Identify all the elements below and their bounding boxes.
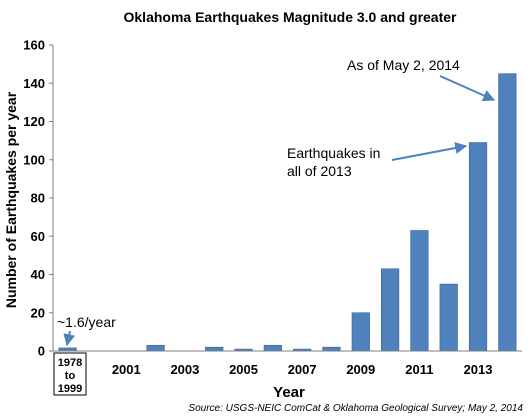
y-tick-label: 20 — [31, 305, 45, 320]
bar-2009 — [351, 312, 370, 352]
annotation-2013-line-1: Earthquakes in — [287, 145, 380, 161]
x-tick-label-2011: 2011 — [405, 362, 433, 377]
x-tick-label-2009: 2009 — [346, 362, 375, 377]
bar-2013 — [468, 142, 488, 352]
x-tick-label-2003: 2003 — [170, 362, 199, 377]
arrow-as-of — [439, 75, 496, 102]
bar-2014 — [498, 73, 517, 352]
y-tick-label: 140 — [23, 76, 45, 91]
bar-2006 — [263, 344, 282, 352]
bar-2012 — [439, 283, 458, 352]
first-category-line-2: to — [65, 370, 76, 382]
source-note: Source: USGS-NEIC ComCat & Oklahoma Geol… — [188, 403, 523, 414]
first-category-line-1: 1978 — [58, 357, 82, 369]
bar-2010 — [380, 268, 400, 352]
annotation-2013-line-2: all of 2013 — [287, 163, 352, 179]
annotation-as-of: As of May 2, 2014 — [347, 57, 460, 73]
y-tick-label: 160 — [23, 38, 45, 53]
arrow-2013 — [391, 142, 468, 161]
x-tick-label-2005: 2005 — [229, 362, 258, 377]
y-tick-label: 0 — [38, 344, 45, 359]
bar-2011 — [410, 230, 429, 352]
x-axis-label: Year — [273, 384, 305, 401]
bar-2008 — [322, 346, 341, 352]
y-tick-label: 60 — [31, 229, 45, 244]
bar-2002 — [146, 344, 165, 352]
first-category-box — [53, 352, 87, 396]
bars — [58, 73, 517, 352]
x-axis-ticks: 2001 2003 2005 2007 2009 2011 2013 — [112, 362, 493, 377]
y-tick-label: 120 — [23, 114, 45, 129]
x-tick-label-2013: 2013 — [464, 362, 493, 377]
y-tick-label: 40 — [31, 267, 45, 282]
arrow-baseline — [63, 330, 76, 347]
y-tick-label: 80 — [31, 191, 45, 206]
y-axis-label: Number of Earthquakes per year — [3, 91, 19, 308]
y-axis-ticks: 0 20 40 60 80 100 120 140 160 — [23, 38, 53, 359]
chart-title: Oklahoma Earthquakes Magnitude 3.0 and g… — [124, 9, 458, 25]
y-tick-label: 100 — [23, 152, 45, 167]
bar-2004 — [205, 346, 224, 352]
x-tick-label-2001: 2001 — [112, 362, 141, 377]
annotation-baseline: ~1.6/year — [57, 314, 116, 330]
x-tick-label-2007: 2007 — [288, 362, 317, 377]
first-category-line-3: 1999 — [58, 383, 82, 395]
